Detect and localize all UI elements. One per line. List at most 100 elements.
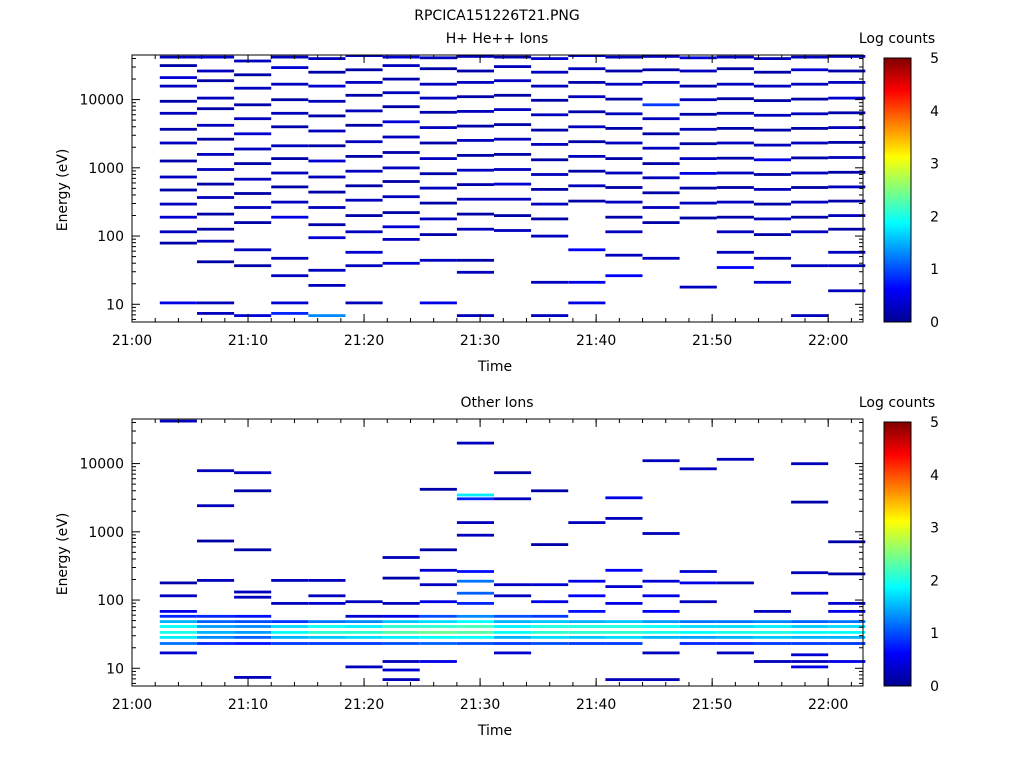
heatmap-cell <box>828 185 866 189</box>
y-ticks: 10 100 1000 10000 <box>79 57 863 320</box>
heatmap-cell <box>828 126 866 129</box>
heatmap-cell <box>494 93 532 97</box>
heatmap-cell <box>642 68 680 72</box>
heatmap-cell <box>419 660 457 663</box>
heatmap-cell <box>382 120 420 124</box>
heatmap-cell <box>456 227 494 231</box>
heatmap-cell <box>716 141 754 145</box>
heatmap-cell <box>642 678 680 681</box>
heatmap-cell <box>828 602 866 605</box>
heatmap-cell <box>419 636 457 639</box>
heatmap-cell <box>568 125 606 129</box>
heatmap-cell <box>197 168 235 171</box>
heatmap-cell <box>531 98 569 102</box>
heatmap-cell <box>716 651 754 655</box>
heatmap-cell <box>791 230 829 234</box>
heatmap-cell <box>828 81 866 84</box>
heatmap-cell <box>271 215 309 219</box>
heatmap-cell <box>456 521 494 524</box>
heatmap-cell <box>419 126 457 129</box>
heatmap-cell <box>419 141 457 145</box>
heatmap-cell <box>753 143 791 147</box>
heatmap-cell <box>753 610 791 613</box>
heatmap-cell <box>494 583 532 587</box>
heatmap-cell <box>159 84 197 88</box>
heatmap-cell <box>159 202 197 206</box>
heatmap-cell <box>642 631 680 634</box>
heatmap-cell <box>345 123 383 127</box>
heatmap-cell <box>345 631 383 634</box>
heatmap-cell <box>642 176 680 180</box>
heatmap-cell <box>308 636 346 639</box>
heatmap-cell <box>716 156 754 160</box>
heatmap-cell <box>345 93 383 97</box>
heatmap-cell <box>716 581 754 585</box>
heatmap-cell <box>568 594 606 598</box>
heatmap-cell <box>791 591 829 595</box>
heatmap-cell <box>494 471 532 475</box>
heatmap-cell <box>456 625 494 628</box>
heatmap-cell <box>456 636 494 639</box>
heatmap-cell <box>753 625 791 628</box>
heatmap-cell <box>791 636 829 639</box>
heatmap-cell <box>382 151 420 154</box>
heatmap-cell <box>345 665 383 669</box>
heatmap-cell <box>531 188 569 191</box>
heatmap-cell <box>605 636 643 639</box>
colorbar-tick-label: 0 <box>930 315 939 331</box>
heatmap-cell <box>679 172 717 175</box>
heatmap-cell <box>419 620 457 623</box>
heatmap-cell <box>345 614 383 618</box>
heatmap-cell <box>308 159 346 163</box>
heatmap-cell <box>419 548 457 552</box>
heatmap-cell <box>605 82 643 86</box>
heatmap-cell <box>419 625 457 628</box>
colorbar-tick-label: 2 <box>930 573 939 589</box>
heatmap-cell <box>568 199 606 203</box>
heatmap-cell <box>382 105 420 109</box>
heatmap-cell <box>679 216 717 220</box>
heatmap-cell <box>456 631 494 634</box>
heatmap-cell <box>828 227 866 231</box>
heatmap-cell <box>568 169 606 173</box>
heatmap-cell <box>568 579 606 583</box>
heatmap-cell <box>234 192 272 195</box>
heatmap-cell <box>197 96 235 100</box>
heatmap-cell <box>531 202 569 206</box>
heatmap-cell <box>345 140 383 144</box>
heatmap-cell <box>197 212 235 216</box>
heatmap-cell <box>605 642 643 645</box>
heatmap-cell <box>308 84 346 88</box>
heatmap-cell <box>308 144 346 148</box>
heatmap-cell <box>271 66 309 69</box>
heatmap-cell <box>642 620 680 623</box>
heatmap-cell <box>159 301 197 305</box>
heatmap-cell <box>828 170 866 174</box>
heatmap-cell <box>679 201 717 205</box>
heatmap-cell <box>345 109 383 113</box>
heatmap-cell <box>197 79 235 83</box>
heatmap-cell <box>791 314 829 317</box>
heatmap-cell <box>345 169 383 173</box>
heatmap-cell <box>271 625 309 628</box>
heatmap-cell <box>494 123 532 126</box>
heatmap-cell <box>753 158 791 162</box>
heatmap-cell <box>271 642 309 645</box>
panel-other-ions: Other Ions Log counts Energy (eV) Time 2… <box>55 395 939 739</box>
heatmap-cell <box>791 264 829 268</box>
heatmap-cell <box>456 168 494 172</box>
x-tick-label: 21:20 <box>344 697 384 713</box>
heatmap-cell <box>753 173 791 176</box>
y-tick-label: 10 <box>106 661 124 677</box>
heatmap-cell <box>791 82 829 86</box>
heatmap-cell <box>271 125 309 129</box>
heatmap-cell <box>159 642 197 645</box>
heatmap-cell <box>234 86 272 90</box>
heatmap-cell <box>494 651 532 655</box>
heatmap-cell <box>345 264 383 268</box>
heatmap-cell <box>271 185 309 189</box>
heatmap-cell <box>753 202 791 206</box>
heatmap-cell <box>382 135 420 139</box>
heatmap-cell <box>568 155 606 158</box>
heatmap-cell <box>605 69 643 73</box>
